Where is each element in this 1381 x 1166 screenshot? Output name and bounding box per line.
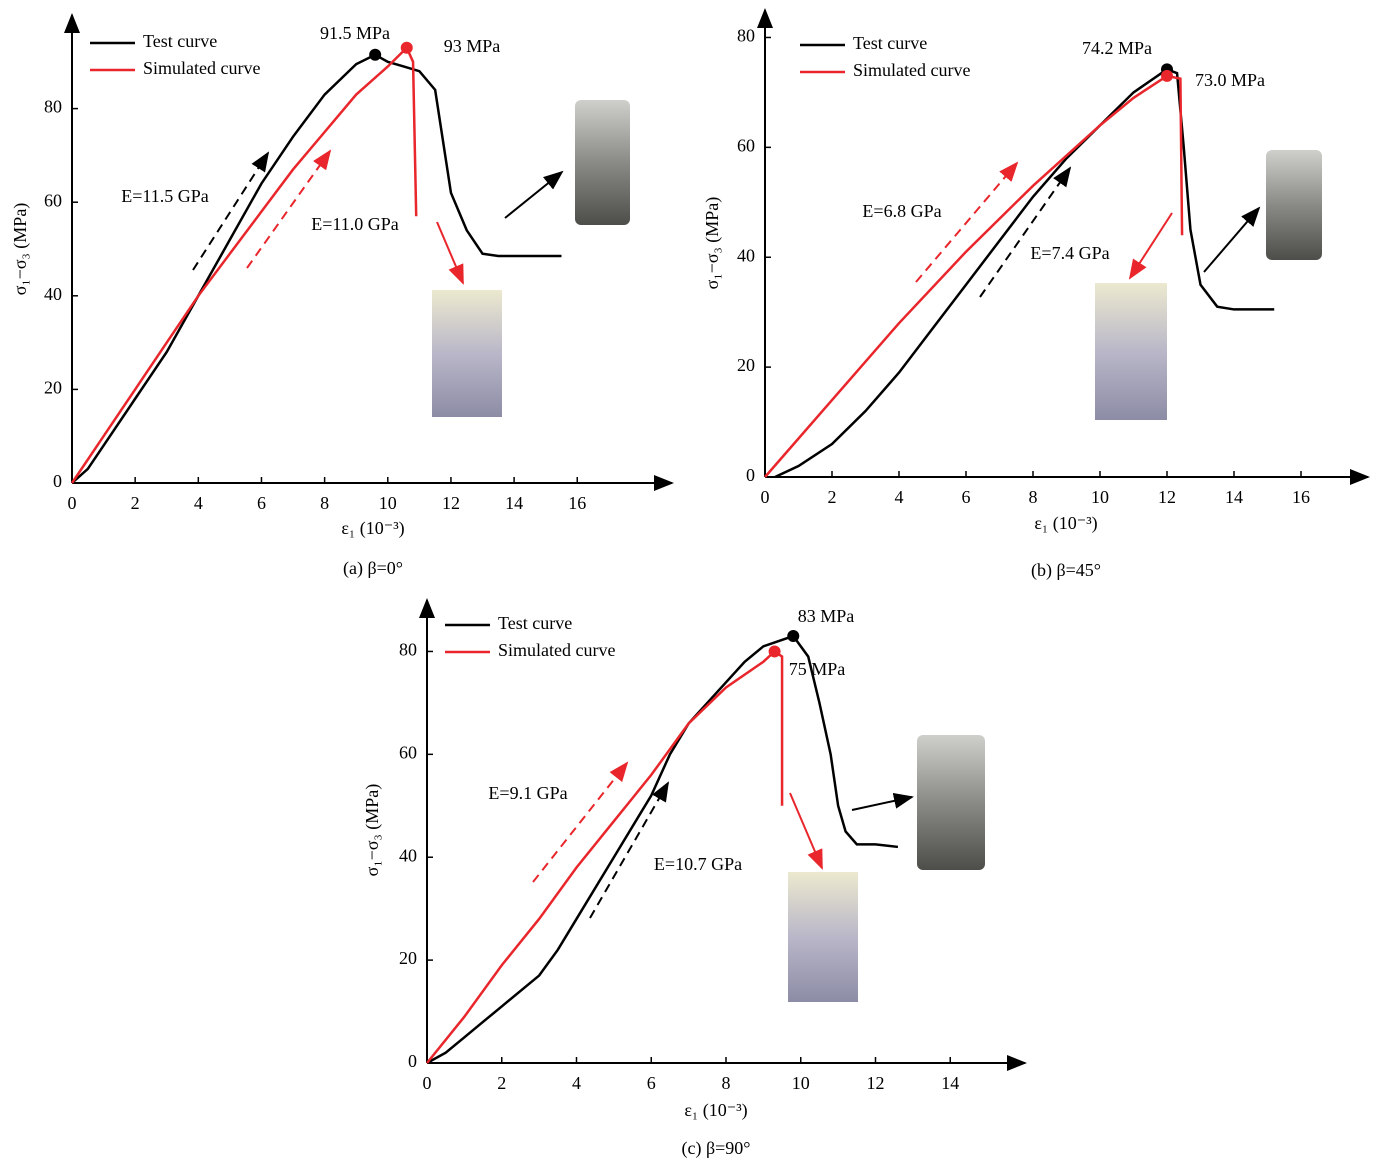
legend-label: Test curve bbox=[853, 33, 927, 53]
x-tick-label: 16 bbox=[1292, 487, 1310, 507]
x-tick-label: 12 bbox=[442, 493, 460, 513]
annotation: 83 MPa bbox=[798, 606, 855, 626]
specimen-photo bbox=[1266, 150, 1322, 260]
modulus-arrow bbox=[532, 761, 629, 883]
simulation-image bbox=[1095, 283, 1167, 420]
simulation-image bbox=[432, 290, 502, 417]
y-tick-label: 0 bbox=[746, 465, 755, 485]
y-tick-label: 60 bbox=[737, 135, 755, 155]
y-tick-label: 40 bbox=[44, 284, 62, 304]
x-axis-label: ε₁ (10⁻³) bbox=[1034, 513, 1097, 534]
caption: (c) β=90° bbox=[682, 1138, 751, 1159]
specimen-photo bbox=[917, 735, 985, 870]
x-axis-label: ε₁ (10⁻³) bbox=[684, 1100, 747, 1121]
peak-marker bbox=[768, 645, 781, 658]
pointer-arrow bbox=[504, 170, 564, 219]
x-tick-label: 2 bbox=[497, 1073, 506, 1093]
x-tick-label: 14 bbox=[505, 493, 523, 513]
modulus-arrow bbox=[915, 161, 1019, 283]
pointer-arrow bbox=[789, 792, 823, 870]
simulation-image bbox=[788, 872, 858, 1002]
legend-label: Simulated curve bbox=[143, 58, 260, 78]
caption: (a) β=0° bbox=[343, 558, 403, 579]
x-tick-label: 12 bbox=[867, 1073, 885, 1093]
annotation: E=11.0 GPa bbox=[311, 214, 398, 234]
x-tick-label: 0 bbox=[68, 493, 77, 513]
modulus-arrow bbox=[192, 151, 270, 271]
modulus-arrow bbox=[979, 166, 1072, 298]
annotation: 75 MPa bbox=[789, 659, 846, 679]
data-line bbox=[71, 53, 562, 484]
y-tick-label: 60 bbox=[399, 742, 417, 762]
annotation: 91.5 MPa bbox=[320, 23, 390, 43]
annotation: E=10.7 GPa bbox=[654, 854, 742, 874]
y-tick-label: 0 bbox=[53, 471, 62, 491]
peak-marker bbox=[400, 41, 413, 54]
x-tick-label: 6 bbox=[962, 487, 971, 507]
y-axis-label: σ₁−σ₃ (MPa) bbox=[702, 197, 723, 290]
x-tick-label: 2 bbox=[828, 487, 837, 507]
annotation: E=7.4 GPa bbox=[1030, 243, 1109, 263]
x-tick-label: 8 bbox=[722, 1073, 731, 1093]
legend-label: Simulated curve bbox=[498, 640, 615, 660]
x-tick-label: 6 bbox=[647, 1073, 656, 1093]
x-tick-label: 16 bbox=[568, 493, 586, 513]
pointer-arrow bbox=[436, 221, 464, 285]
x-tick-label: 4 bbox=[572, 1073, 581, 1093]
x-tick-label: 10 bbox=[1091, 487, 1109, 507]
x-tick-label: 0 bbox=[423, 1073, 432, 1093]
x-tick-label: 10 bbox=[379, 493, 397, 513]
pointer-arrow bbox=[1203, 206, 1261, 273]
peak-marker bbox=[787, 630, 800, 643]
y-tick-label: 80 bbox=[44, 97, 62, 117]
modulus-arrow bbox=[589, 781, 670, 919]
annotation: 73.0 MPa bbox=[1195, 70, 1265, 90]
x-tick-label: 12 bbox=[1158, 487, 1176, 507]
x-tick-label: 14 bbox=[1225, 487, 1243, 507]
y-axis-label: σ₁−σ₃ (MPa) bbox=[362, 784, 383, 877]
y-tick-label: 20 bbox=[44, 378, 62, 398]
pointer-arrow bbox=[1128, 212, 1173, 280]
x-tick-label: 8 bbox=[1029, 487, 1038, 507]
x-tick-label: 6 bbox=[257, 493, 266, 513]
x-tick-label: 2 bbox=[131, 493, 140, 513]
y-tick-label: 80 bbox=[399, 640, 417, 660]
peak-marker bbox=[1161, 69, 1173, 82]
x-tick-label: 0 bbox=[761, 487, 770, 507]
x-tick-label: 8 bbox=[320, 493, 329, 513]
data-line bbox=[764, 74, 1184, 478]
annotation: 93 MPa bbox=[444, 36, 501, 56]
caption: (b) β=45° bbox=[1031, 560, 1101, 581]
x-tick-label: 10 bbox=[792, 1073, 810, 1093]
annotation: E=6.8 GPa bbox=[862, 201, 941, 221]
x-tick-label: 4 bbox=[194, 493, 203, 513]
y-tick-label: 0 bbox=[408, 1051, 417, 1071]
y-tick-label: 60 bbox=[44, 190, 62, 210]
legend-label: Test curve bbox=[143, 31, 217, 51]
annotation: E=11.5 GPa bbox=[121, 186, 208, 206]
y-tick-label: 40 bbox=[737, 245, 755, 265]
specimen-photo bbox=[575, 100, 630, 225]
annotation: 74.2 MPa bbox=[1082, 38, 1152, 58]
peak-marker bbox=[369, 48, 382, 61]
pointer-arrow bbox=[851, 792, 914, 811]
data-line bbox=[426, 634, 899, 1065]
data-line bbox=[774, 67, 1275, 479]
legend-label: Simulated curve bbox=[853, 60, 970, 80]
legend-label: Test curve bbox=[498, 613, 572, 633]
y-axis-label: σ₁−σ₃ (MPa) bbox=[10, 203, 31, 296]
y-tick-label: 20 bbox=[737, 355, 755, 375]
photos bbox=[432, 100, 1322, 1002]
x-tick-label: 4 bbox=[895, 487, 904, 507]
annotation: E=9.1 GPa bbox=[488, 783, 567, 803]
x-tick-label: 14 bbox=[941, 1073, 959, 1093]
modulus-arrow bbox=[246, 149, 332, 269]
y-tick-label: 40 bbox=[399, 845, 417, 865]
y-tick-label: 80 bbox=[737, 26, 755, 46]
y-tick-label: 20 bbox=[399, 948, 417, 968]
x-axis-label: ε₁ (10⁻³) bbox=[341, 518, 404, 539]
